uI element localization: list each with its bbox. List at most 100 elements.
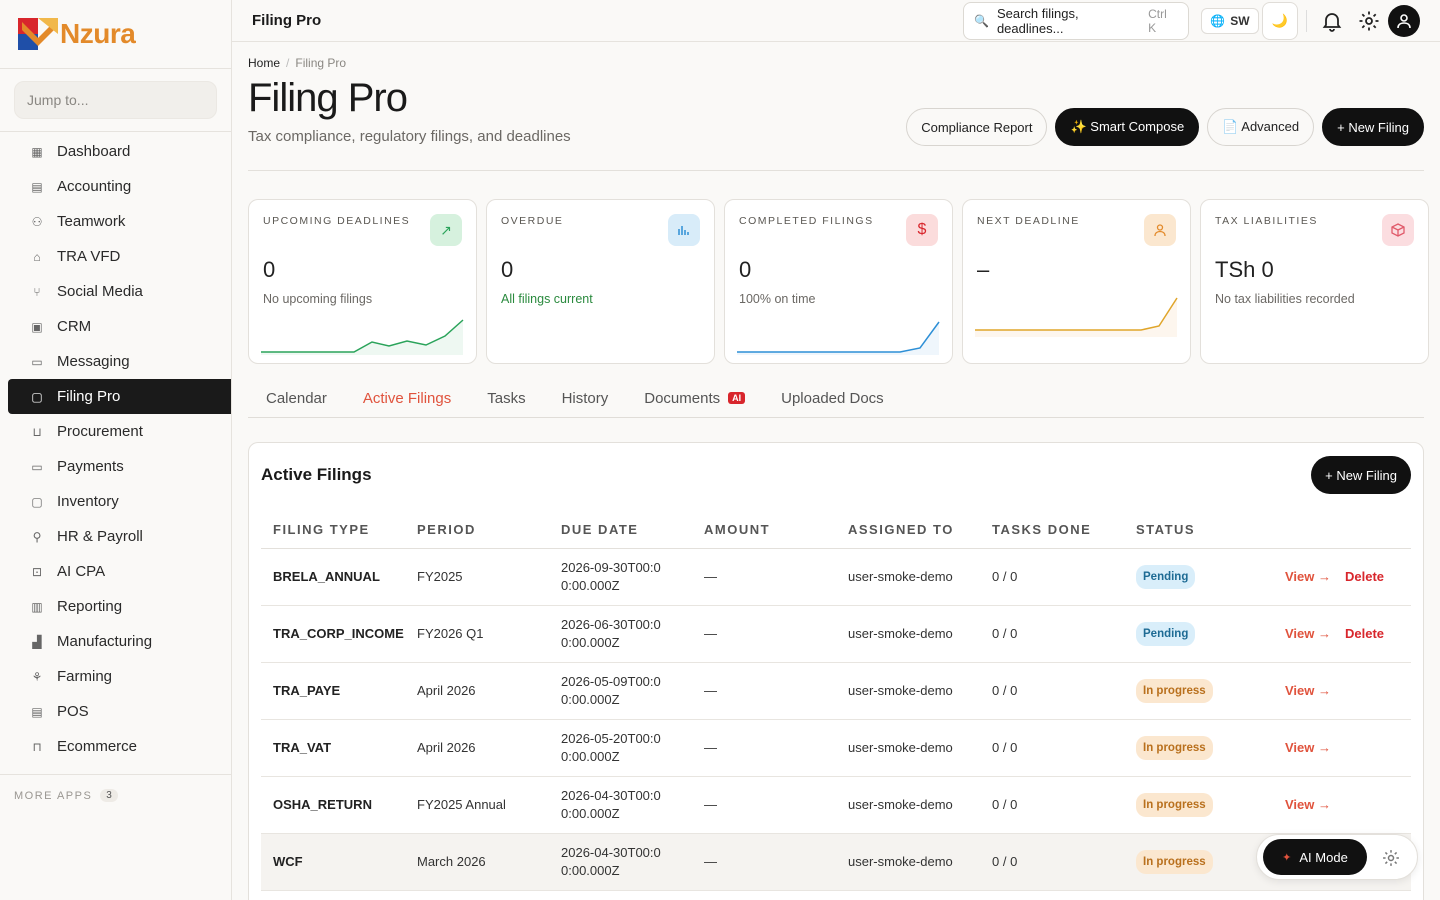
jump-to-input[interactable]: Jump to... — [14, 81, 217, 119]
delete-link[interactable]: Delete — [1345, 568, 1385, 584]
view-link[interactable]: View → — [1285, 568, 1332, 584]
logo[interactable]: Nzura — [0, 0, 231, 69]
column-header[interactable]: FILING TYPE — [261, 511, 405, 549]
view-link[interactable]: View → — [1285, 796, 1332, 812]
breadcrumb-current: Filing Pro — [295, 56, 347, 70]
tab-history[interactable]: History — [544, 378, 627, 418]
column-header[interactable]: STATUS — [1124, 511, 1273, 549]
breadcrumb-home[interactable]: Home — [248, 56, 281, 70]
panel-new-filing-button[interactable]: + New Filing — [1311, 456, 1411, 494]
assigned-to-cell-text: user-smoke-demo — [848, 796, 953, 812]
status-cell: In progress — [1124, 776, 1273, 834]
table-row[interactable]: TRA_PAYE April 2026 2026-05-09T00:00:00.00… — [261, 662, 1411, 720]
sidebar-item-label: Reporting — [57, 598, 123, 615]
sidebar-item-hr-payroll[interactable]: ⚲ HR & Payroll — [8, 519, 231, 554]
topbar: Filing Pro 🔍 Search filings, deadlines..… — [232, 0, 1440, 42]
stat-label: NEXT DEADLINE — [977, 215, 1080, 227]
filing-type-cell: TRA_PAYE — [261, 662, 405, 720]
sidebar-item-procurement[interactable]: ⊔ Procurement — [8, 414, 231, 449]
new-filing-button[interactable]: + New Filing — [1322, 108, 1424, 146]
status-cell: Pending — [1124, 548, 1273, 606]
sidebar-item-pos[interactable]: ▤ POS — [8, 694, 231, 729]
filing-type-cell: TRA_VAT — [261, 719, 405, 777]
sidebar-nav: ▦ Dashboard ▤ Accounting ⚇ Teamwork ⌂ TRA VFD ⑂ S… — [0, 132, 231, 764]
header-divider — [248, 170, 1424, 171]
period-cell: April 2026 — [405, 719, 549, 777]
theme-toggle-button[interactable]: 🌙 — [1262, 2, 1298, 40]
stat-value: – — [977, 257, 990, 282]
header-actions: Compliance Report ✨ Smart Compose 📄 Adva… — [906, 108, 1424, 146]
sidebar-item-ai-cpa[interactable]: ⊡ AI CPA — [8, 554, 231, 589]
factory-icon: ▟ — [32, 634, 42, 649]
period-cell: April 2026 — [405, 662, 549, 720]
sidebar-item-dashboard[interactable]: ▦ Dashboard — [8, 134, 231, 169]
filing-type-cell-text: TRA_CORP_INCOME — [273, 625, 404, 641]
table-row[interactable]: WCF March 2026 2026-04-30T00:00:00.000Z — us… — [261, 833, 1411, 891]
box-icon — [1382, 214, 1414, 246]
topbar-divider — [1306, 10, 1307, 32]
sidebar-item-messaging[interactable]: ▭ Messaging — [8, 344, 231, 379]
assigned-to-cell-text: user-smoke-demo — [848, 568, 953, 584]
column-header-actions — [1273, 511, 1411, 549]
sparkle-icon: ✦ — [1282, 851, 1292, 864]
tab-calendar[interactable]: Calendar — [248, 378, 345, 418]
more-apps[interactable]: MORE APPS 3 — [0, 774, 231, 816]
table-row[interactable]: TRA_CORP_INCOME FY2026 Q1 2026-06-30T00:00… — [261, 605, 1411, 663]
table-row[interactable]: BRELA_ANNUAL FY2025 2026-09-30T00:00:00.00… — [261, 548, 1411, 606]
status-badge: In progress — [1136, 792, 1213, 817]
tab-label: Active Filings — [362, 389, 452, 407]
language-button[interactable]: 🌐 SW — [1201, 8, 1259, 34]
sidebar-item-manufacturing[interactable]: ▟ Manufacturing — [8, 624, 231, 659]
tab-label: Calendar — [266, 389, 327, 407]
filings-table: FILING TYPE PERIOD DUE DATE AMOUNT ASSIGNED … — [261, 511, 1411, 891]
tab-uploaded-docs[interactable]: Uploaded Docs — [763, 378, 902, 418]
amount-cell: — — [692, 776, 836, 834]
bell-icon[interactable] — [1320, 9, 1344, 33]
column-header[interactable]: ASSIGNED TO — [836, 511, 980, 549]
assigned-to-cell: user-smoke-demo — [836, 833, 980, 891]
sidebar-item-accounting[interactable]: ▤ Accounting — [8, 169, 231, 204]
gear-icon[interactable] — [1381, 848, 1401, 868]
gear-icon[interactable] — [1357, 9, 1381, 33]
breadcrumb-separator: / — [286, 56, 290, 70]
active-filings-panel: Active Filings + New Filing FILING TYPE P… — [248, 442, 1424, 900]
sidebar-item-social-media[interactable]: ⑂ Social Media — [8, 274, 231, 309]
sidebar-item-inventory[interactable]: ▢ Inventory — [8, 484, 231, 519]
sidebar-item-ecommerce[interactable]: ⊓ Ecommerce — [8, 729, 231, 764]
view-link[interactable]: View → — [1285, 739, 1332, 755]
column-header[interactable]: PERIOD — [405, 511, 549, 549]
column-header[interactable]: AMOUNT — [692, 511, 836, 549]
sparkline — [261, 319, 464, 355]
delete-link[interactable]: Delete — [1345, 625, 1385, 641]
status-badge: In progress — [1136, 849, 1213, 874]
status-badge: In progress — [1136, 678, 1213, 703]
tab-active-filings[interactable]: Active Filings — [345, 378, 469, 418]
column-header[interactable]: TASKS DONE — [980, 511, 1124, 549]
sidebar-item-crm[interactable]: ▣ CRM — [8, 309, 231, 344]
avatar[interactable] — [1388, 5, 1420, 37]
column-header[interactable]: DUE DATE — [549, 511, 692, 549]
sidebar-item-farming[interactable]: ⚘ Farming — [8, 659, 231, 694]
assigned-to-cell: user-smoke-demo — [836, 719, 980, 777]
view-link[interactable]: View → — [1285, 682, 1332, 698]
view-link[interactable]: View → — [1285, 625, 1332, 641]
table-row[interactable]: TRA_VAT April 2026 2026-05-20T00:00:00.000… — [261, 719, 1411, 777]
compliance-report-button[interactable]: Compliance Report — [906, 108, 1048, 146]
due-date-cell-text: 2026-05-20T00:00:00.000Z — [561, 730, 661, 764]
ai-mode-button[interactable]: ✦ AI Mode — [1263, 839, 1367, 875]
advanced-button[interactable]: 📄 Advanced — [1207, 108, 1315, 146]
sidebar-item-tra-vfd[interactable]: ⌂ TRA VFD — [8, 239, 231, 274]
due-date-cell: 2026-04-30T00:00:00.000Z — [549, 776, 692, 834]
sidebar-item-filing-pro[interactable]: ▢ Filing Pro — [8, 379, 231, 414]
sidebar-item-teamwork[interactable]: ⚇ Teamwork — [8, 204, 231, 239]
sidebar-item-payments[interactable]: ▭ Payments — [8, 449, 231, 484]
sidebar-item-reporting[interactable]: ▥ Reporting — [8, 589, 231, 624]
search-input[interactable]: 🔍 Search filings, deadlines... Ctrl K — [963, 2, 1189, 40]
table-row[interactable]: OSHA_RETURN FY2025 Annual 2026-04-30T00:00… — [261, 776, 1411, 834]
actions-cell: View → Delete — [1273, 548, 1411, 606]
tab-documents[interactable]: Documents AI — [626, 378, 763, 418]
smart-compose-button[interactable]: ✨ Smart Compose — [1055, 108, 1200, 146]
amount-cell-text: — — [704, 625, 717, 641]
filing-type-cell: WCF — [261, 833, 405, 891]
tab-tasks[interactable]: Tasks — [469, 378, 543, 418]
